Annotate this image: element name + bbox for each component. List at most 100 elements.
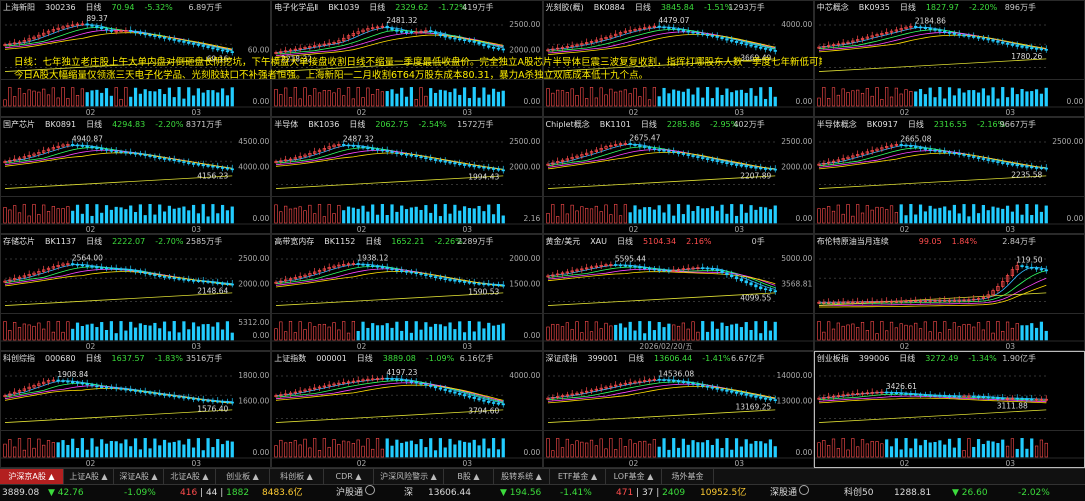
chart-panel[interactable]: 上海新阳 300236 日线 70.94 -5.32% 6.89万手 89.37 69.16 6… bbox=[0, 0, 272, 117]
volume-bar bbox=[817, 321, 821, 341]
tab-hs-a[interactable]: 沪深京A股 ▲ bbox=[0, 469, 64, 485]
tab-b-share[interactable]: B股 ▲ bbox=[444, 469, 494, 485]
chart-panel[interactable]: 上证指数 000001 日线 3889.08 -1.09% 6.16亿手 4197.23 37… bbox=[271, 351, 543, 468]
chart-panel[interactable]: 半导体概念 BK0917 日线 2316.55 -2.16% 9667万手 2665.08 2… bbox=[813, 117, 1085, 234]
chart-panel[interactable]: 存储芯片 BK1137 日线 2222.07 -2.70% 2585万手 2564.00 21… bbox=[0, 234, 272, 351]
volume-bar bbox=[298, 206, 303, 224]
tab-neeq[interactable]: 股转系统 ▲ bbox=[494, 469, 550, 485]
candle-body bbox=[75, 381, 80, 384]
chart-panel[interactable]: 高带宽内存 BK1152 日线 1652.21 -2.26% 2289万手 1938.12 1… bbox=[271, 234, 543, 351]
chart-panel[interactable]: 黄金/美元 XAU 日线 5104.34 2.16% 0手 5595.44 4099.55 50… bbox=[542, 234, 814, 351]
x-tick-label: 2026/02/20/五 bbox=[639, 342, 693, 351]
volume-bar bbox=[342, 210, 346, 224]
volume-bar bbox=[773, 205, 777, 224]
tab-star[interactable]: 科创板 ▲ bbox=[270, 469, 324, 485]
volume-bar bbox=[594, 205, 598, 224]
tab-bj-a[interactable]: 北证A股 ▲ bbox=[164, 469, 216, 485]
panel-code: XAU bbox=[590, 237, 608, 246]
candle-body bbox=[90, 265, 94, 268]
tab-sz-a[interactable]: 深证A股 ▲ bbox=[114, 469, 164, 485]
chart-panel[interactable]: 布伦特原油当月连续 99.05 1.84% 2.84万手 119.50 02 03 bbox=[813, 234, 1085, 351]
candlestick-chart[interactable]: 2564.002148.642500.002000.005312.000.000… bbox=[1, 235, 271, 351]
volume-bar bbox=[313, 88, 317, 107]
volume-bar bbox=[560, 90, 564, 107]
candle-body bbox=[66, 25, 70, 28]
volume-bar bbox=[327, 204, 332, 224]
volume-bar bbox=[913, 214, 918, 224]
chart-panel[interactable]: Chiplet概念 BK1101 日线 2285.86 -2.95% 402万手 2675.… bbox=[542, 117, 814, 234]
candle-body bbox=[95, 385, 99, 388]
candle-body bbox=[574, 269, 579, 272]
volume-bar bbox=[187, 329, 191, 341]
volume-bar bbox=[298, 444, 303, 458]
tab-sh-a[interactable]: 上证A股 ▲ bbox=[64, 469, 114, 485]
volume-bar bbox=[497, 324, 501, 341]
chart-panel[interactable]: 深证成指 399001 日线 13606.44 -1.41% 6.67亿手 14536.08… bbox=[542, 351, 814, 468]
panel-header: 创业板指 399006 日线 3272.49 -1.34% 1.90亿手 bbox=[817, 353, 1082, 364]
volume-bar bbox=[996, 98, 1000, 107]
volume-bar bbox=[298, 321, 303, 341]
moving-average-line bbox=[4, 152, 233, 169]
tab-etf[interactable]: ETF基金 ▲ bbox=[550, 469, 606, 485]
vol-tick-label: 0.00 bbox=[253, 448, 270, 457]
chart-panel[interactable]: 光刻胶(概) BK0884 日线 3845.84 -1.51% 1293万手 4479.07… bbox=[542, 0, 814, 117]
volume-bar bbox=[875, 333, 879, 341]
chart-panel[interactable]: 创业板指 399006 日线 3272.49 -1.34% 1.90亿手 3426.61 31… bbox=[813, 351, 1085, 468]
tab-lof[interactable]: LOF基金 ▲ bbox=[606, 469, 662, 485]
candle-body bbox=[560, 272, 564, 275]
tab-risk-warning[interactable]: 沪深风险警示 ▲ bbox=[374, 469, 444, 485]
volume-bar bbox=[22, 93, 26, 107]
tab-cdr[interactable]: CDR ▲ bbox=[324, 469, 374, 485]
volume-bar bbox=[681, 214, 685, 224]
volume-bar bbox=[289, 97, 293, 107]
volume-bar bbox=[448, 438, 452, 458]
volume-bar bbox=[201, 324, 205, 341]
volume-bar bbox=[95, 89, 99, 107]
candle-body bbox=[463, 164, 467, 166]
volume-bar bbox=[758, 333, 762, 341]
candle-body bbox=[80, 23, 85, 26]
volume-bar bbox=[729, 449, 733, 458]
sh-connect[interactable]: 沪股通 bbox=[336, 485, 376, 501]
volume-bar bbox=[947, 87, 951, 107]
chart-panel[interactable]: 科创综指 000680 日线 1637.57 -1.83% 3516万手 1908.84 15… bbox=[0, 351, 272, 468]
chart-panel[interactable]: 电子化学品Ⅱ BK1039 日线 2329.62 -1.72% 419万手 2481.32 2… bbox=[271, 0, 543, 117]
candle-body bbox=[327, 267, 332, 270]
tab-gem[interactable]: 创业板 ▲ bbox=[216, 469, 270, 485]
chart-panel[interactable]: 国产芯片 BK0891 日线 4294.83 -2.20% 8371万手 4940.87 41… bbox=[0, 117, 272, 234]
volume-bar bbox=[550, 323, 554, 341]
volume-bar bbox=[463, 87, 467, 107]
panel-change: 2.16% bbox=[686, 237, 712, 246]
panel-price: 1652.21 bbox=[391, 237, 425, 246]
chart-panel[interactable]: 半导体 BK1036 日线 2062.75 -2.54% 1572万手 2487.32 199… bbox=[271, 117, 543, 234]
vol-tick-label: 0.00 bbox=[795, 214, 812, 223]
volume-bar bbox=[472, 439, 477, 458]
volume-bar bbox=[1015, 448, 1019, 458]
sh-amount: 8483.6亿 bbox=[262, 488, 303, 498]
volume-bar bbox=[352, 207, 356, 224]
volume-bar bbox=[1029, 214, 1034, 224]
tab-otc-fund[interactable]: 场外基金 bbox=[662, 469, 714, 485]
chart-panel[interactable]: 中芯概念 BK0935 日线 1827.97 -2.20% 896万手 2184.86 178… bbox=[813, 0, 1085, 117]
volume-bar bbox=[599, 328, 603, 341]
sz-connect[interactable]: 深股通 bbox=[770, 485, 810, 501]
volume-bar bbox=[129, 96, 133, 107]
candle-body bbox=[550, 162, 554, 165]
candle-body bbox=[734, 391, 738, 394]
volume-bar bbox=[724, 88, 728, 107]
